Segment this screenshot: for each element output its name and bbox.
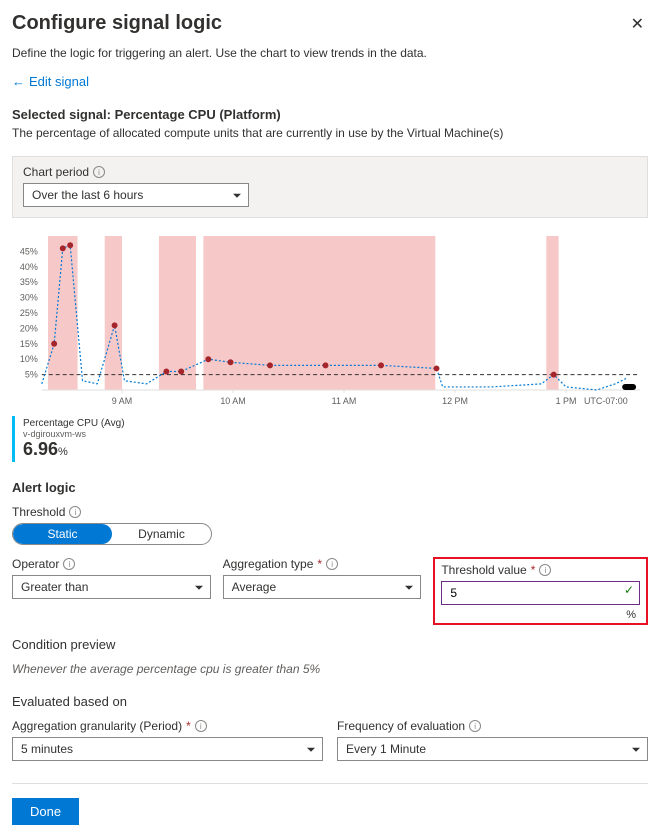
edit-signal-label: Edit signal	[29, 74, 89, 89]
cpu-chart: 5% 10% 15% 20% 25% 30% 35% 40% 45% 9 AM 10 AM 11 AM…	[12, 230, 648, 410]
signal-description: The percentage of allocated compute unit…	[12, 126, 648, 140]
page-title: Configure signal logic	[12, 12, 222, 35]
threshold-static-option[interactable]: Static	[13, 524, 112, 544]
operator-value: Greater than	[21, 580, 88, 594]
threshold-toggle[interactable]: Static Dynamic	[12, 523, 212, 545]
info-icon[interactable]: i	[93, 166, 105, 178]
svg-text:35%: 35%	[20, 277, 38, 287]
required-asterisk: *	[317, 557, 322, 571]
frequency-dropdown[interactable]: Every 1 Minute	[337, 737, 648, 761]
info-icon[interactable]: i	[195, 720, 207, 732]
footer-divider	[12, 783, 648, 784]
back-arrow-icon: ←	[12, 74, 25, 89]
threshold-value-highlight: Threshold value * i ✓ %	[433, 557, 648, 625]
operator-label: Operator	[12, 557, 59, 571]
svg-text:10 AM: 10 AM	[220, 396, 245, 406]
info-icon[interactable]: i	[63, 558, 75, 570]
granularity-value: 5 minutes	[21, 742, 73, 756]
metric-card: Percentage CPU (Avg) v-dgirouxvm-ws 6.96…	[12, 416, 648, 462]
svg-text:5%: 5%	[25, 370, 38, 380]
threshold-value-label: Threshold value	[441, 563, 526, 577]
metric-value: 6.96	[23, 439, 58, 459]
done-button[interactable]: Done	[12, 798, 79, 825]
svg-text:10%: 10%	[20, 354, 38, 364]
chart-period-label: Chart period	[23, 165, 89, 179]
threshold-value-input[interactable]	[441, 581, 640, 605]
granularity-dropdown[interactable]: 5 minutes	[12, 737, 323, 761]
close-icon[interactable]: ✕	[627, 12, 648, 36]
page-subtitle: Define the logic for triggering an alert…	[12, 46, 648, 60]
metric-unit: %	[58, 446, 68, 458]
aggregation-label: Aggregation type	[223, 557, 314, 571]
svg-text:30%: 30%	[20, 293, 38, 303]
svg-text:11 AM: 11 AM	[332, 396, 357, 406]
svg-text:9 AM: 9 AM	[112, 396, 132, 406]
operator-dropdown[interactable]: Greater than	[12, 575, 211, 599]
edit-signal-link[interactable]: ← Edit signal	[12, 74, 89, 89]
threshold-dynamic-option[interactable]: Dynamic	[112, 524, 211, 544]
svg-text:15%: 15%	[20, 339, 38, 349]
frequency-value: Every 1 Minute	[346, 742, 426, 756]
threshold-value-unit: %	[626, 609, 636, 621]
svg-text:25%: 25%	[20, 308, 38, 318]
granularity-label: Aggregation granularity (Period)	[12, 719, 182, 733]
info-icon[interactable]: i	[539, 564, 551, 576]
chart-period-dropdown[interactable]: Over the last 6 hours	[23, 183, 249, 207]
selected-signal-prefix: Selected signal:	[12, 107, 115, 122]
svg-text:UTC-07:00: UTC-07:00	[584, 396, 628, 406]
frequency-label: Frequency of evaluation	[337, 719, 465, 733]
aggregation-value: Average	[232, 580, 276, 594]
checkmark-icon: ✓	[624, 583, 634, 597]
svg-text:1 PM: 1 PM	[556, 396, 577, 406]
condition-preview-text: Whenever the average percentage cpu is g…	[12, 662, 648, 676]
info-icon[interactable]: i	[326, 558, 338, 570]
selected-signal-line: Selected signal: Percentage CPU (Platfor…	[12, 107, 648, 122]
svg-text:20%: 20%	[20, 323, 38, 333]
svg-text:12 PM: 12 PM	[442, 396, 468, 406]
selected-signal-value: Percentage CPU (Platform)	[115, 107, 281, 122]
threshold-label: Threshold	[12, 505, 65, 519]
chart-period-panel: Chart period i Over the last 6 hours	[12, 156, 648, 218]
metric-title: Percentage CPU (Avg)	[23, 418, 648, 429]
aggregation-dropdown[interactable]: Average	[223, 575, 422, 599]
chart-period-value: Over the last 6 hours	[32, 188, 143, 202]
condition-preview-heading: Condition preview	[12, 637, 648, 652]
required-asterisk: *	[531, 563, 536, 577]
info-icon[interactable]: i	[469, 720, 481, 732]
metric-subtitle: v-dgirouxvm-ws	[23, 429, 648, 439]
info-icon[interactable]: i	[69, 506, 81, 518]
svg-text:45%: 45%	[20, 246, 38, 256]
required-asterisk: *	[186, 719, 191, 733]
alert-logic-heading: Alert logic	[12, 480, 648, 495]
evaluated-heading: Evaluated based on	[12, 694, 648, 709]
svg-text:40%: 40%	[20, 262, 38, 272]
